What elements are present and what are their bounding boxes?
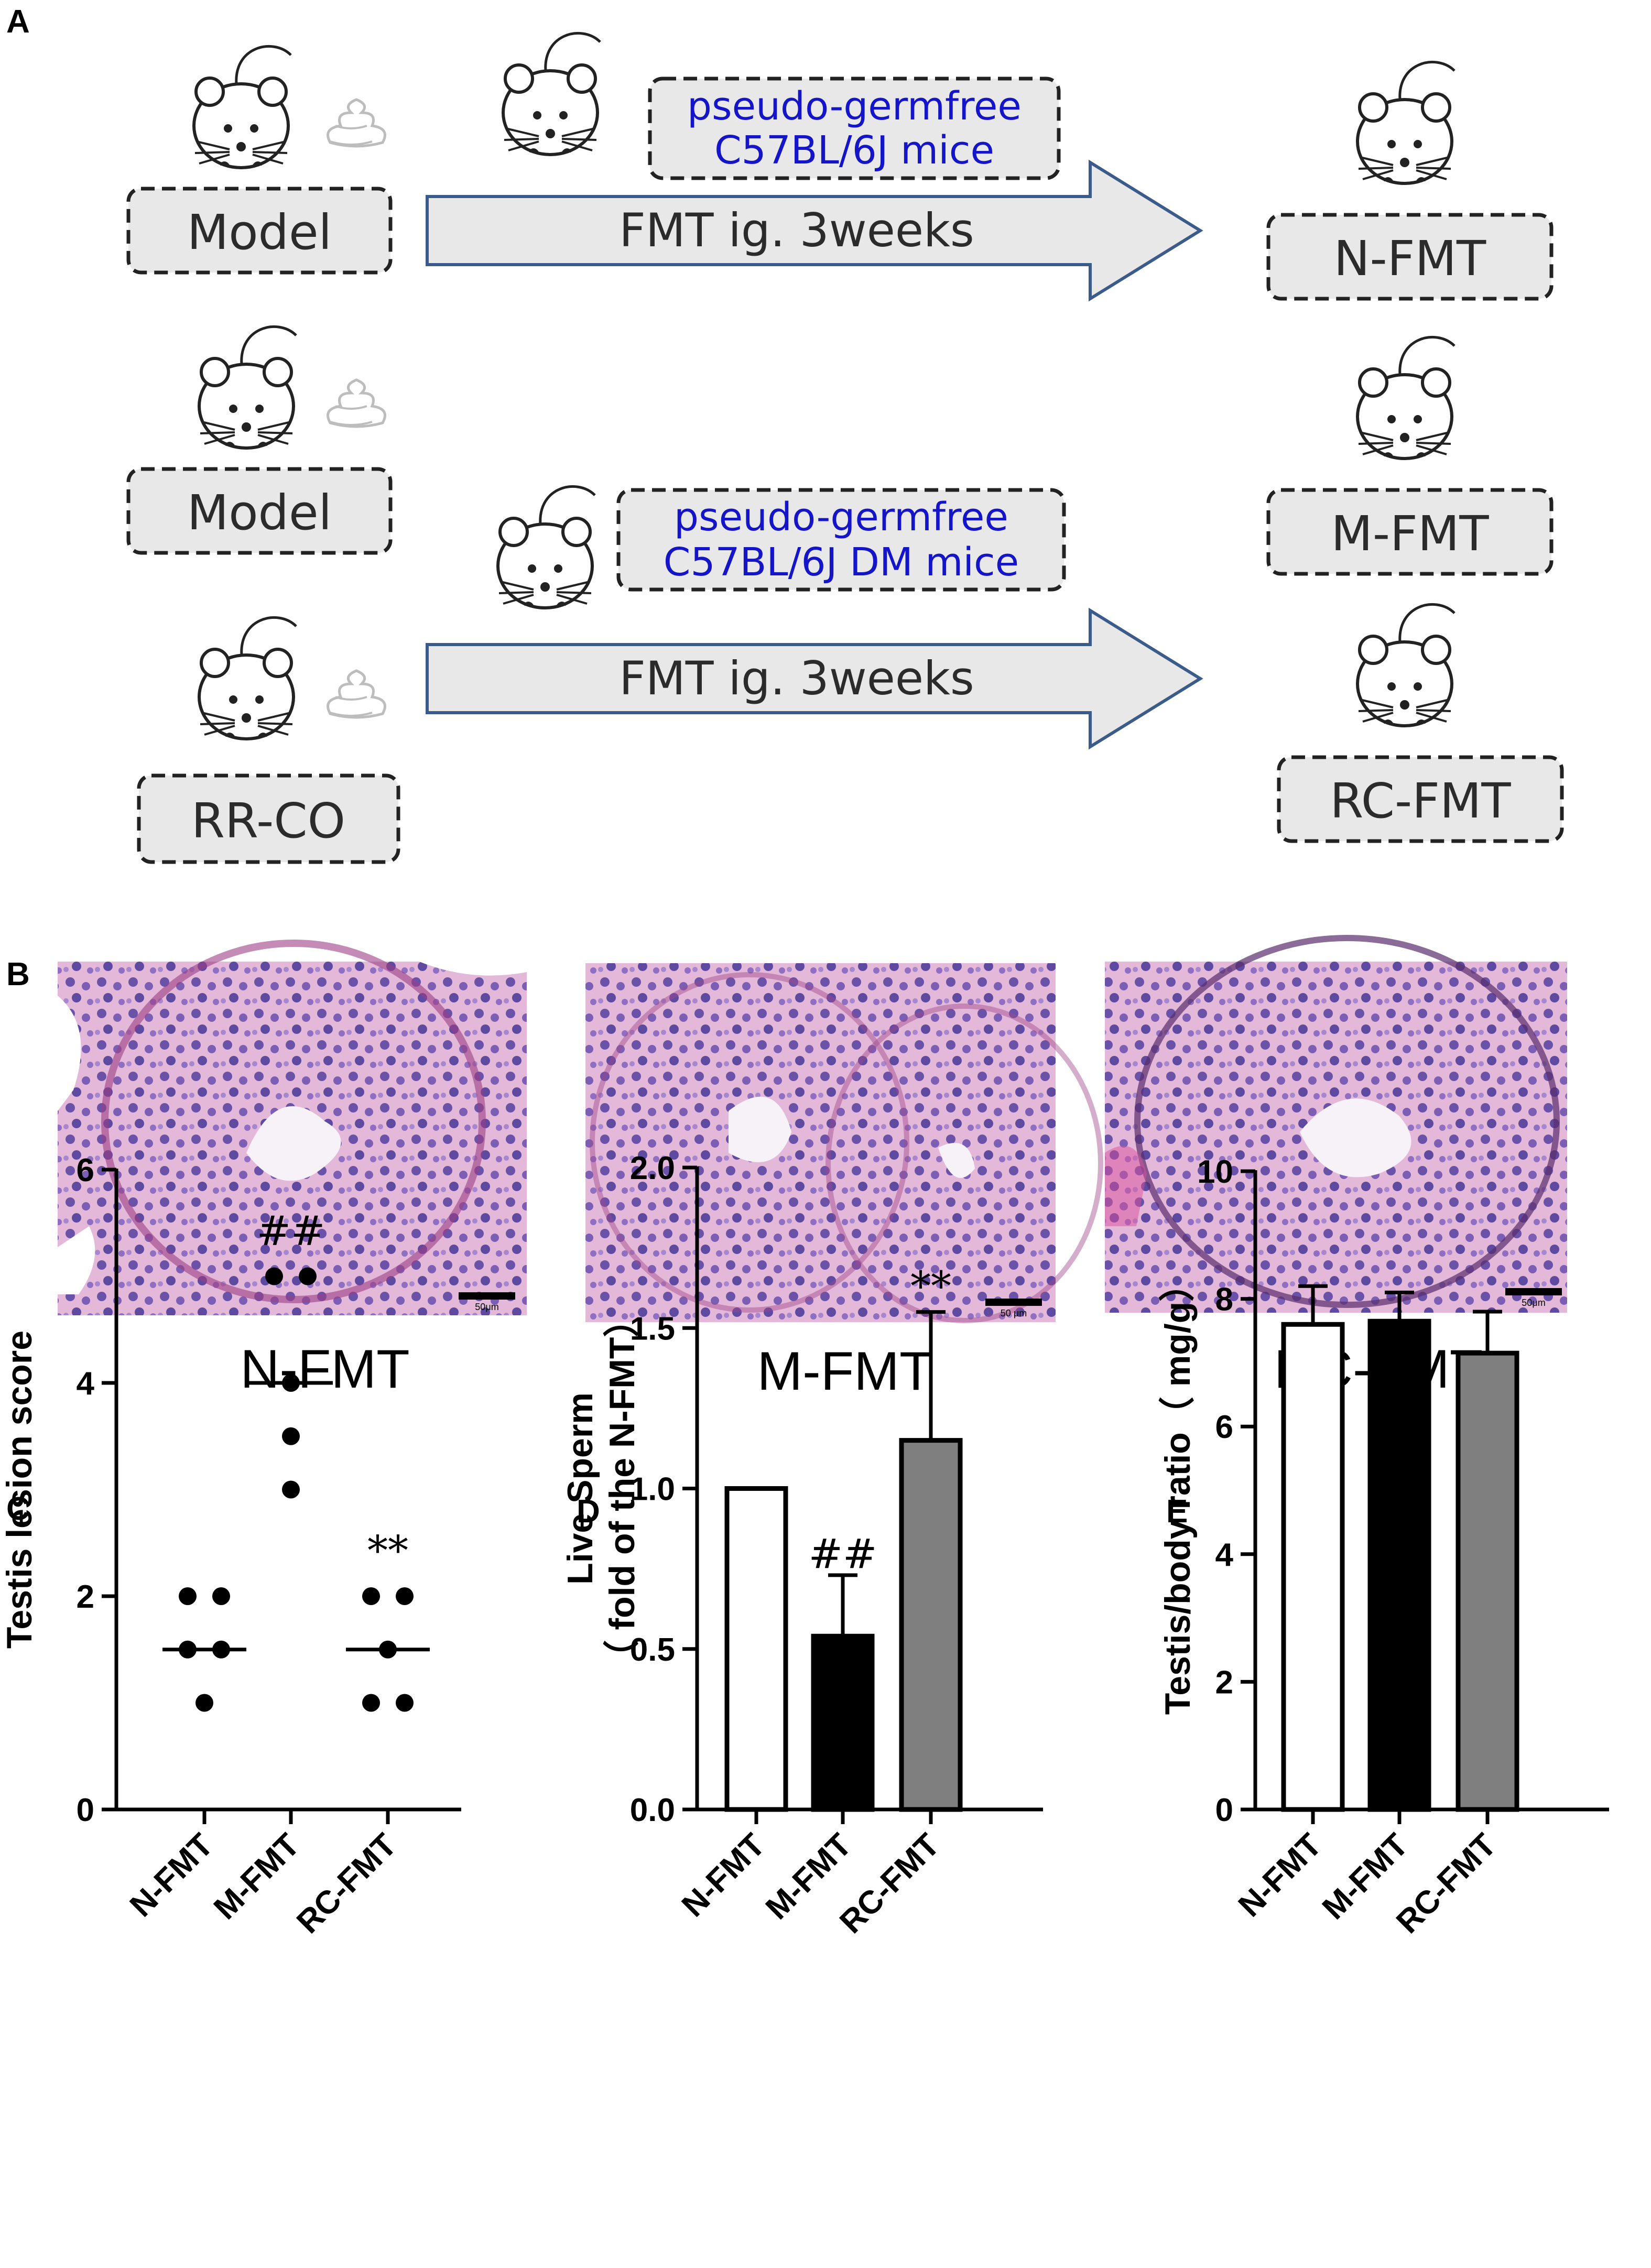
data-point <box>396 1694 414 1712</box>
x-tick-label: RC-FMT <box>1389 1827 1503 1940</box>
panel-a-label: A <box>6 4 30 40</box>
data-point <box>282 1480 300 1499</box>
data-point <box>282 1427 300 1445</box>
left-box-3: RR-CO <box>137 773 400 864</box>
feces-icon <box>328 380 385 427</box>
y-axis-label: （ fold of the N-FMT） <box>602 1302 642 1676</box>
fmt-mouse-icon <box>1357 62 1454 183</box>
recipient-mouse-icon <box>498 486 595 608</box>
y-tick-label: 1.5 <box>630 1311 675 1347</box>
x-tick-label: M-FMT <box>207 1827 307 1926</box>
scale-bar-label-rc-fmt: 50μm <box>1522 1297 1545 1308</box>
y-axis-label: Testis/body ratio（ mg/g） <box>1158 1266 1198 1715</box>
data-point <box>362 1587 380 1605</box>
y-tick-label: 4 <box>77 1366 95 1402</box>
right-box-1: N-FMT <box>1266 213 1554 301</box>
y-tick-label: 0.0 <box>630 1792 675 1828</box>
x-tick-label: RC-FMT <box>833 1827 947 1940</box>
histology-image-rc-fmt: 50μm <box>1105 935 1567 1313</box>
x-tick-label: RC-FMT <box>290 1827 404 1940</box>
data-point <box>396 1587 414 1605</box>
y-axis-label: Testis lesion score <box>0 1331 39 1649</box>
y-tick-label: 0 <box>77 1792 94 1828</box>
data-point <box>195 1694 213 1712</box>
data-point <box>179 1587 197 1605</box>
recipient-mouse-icon <box>503 33 600 155</box>
right-box-1-text: N-FMT <box>1334 231 1486 287</box>
panel-d-label: D <box>577 1493 600 1530</box>
recipient-box-1-line-2: C57BL/6J mice <box>714 128 994 173</box>
y-tick-label: 0 <box>1215 1792 1233 1828</box>
y-tick-label: 6 <box>1215 1409 1233 1445</box>
fmt-arrow-1-label: FMT ig. 3weeks <box>619 203 974 257</box>
right-box-2: M-FMT <box>1266 488 1554 576</box>
y-tick-label: 8 <box>1215 1282 1233 1318</box>
right-box-3: RC-FMT <box>1277 755 1564 843</box>
y-tick-label: 0.5 <box>630 1632 675 1668</box>
left-box-2-text: Model <box>187 485 332 541</box>
data-point <box>212 1587 230 1605</box>
data-point <box>362 1694 380 1712</box>
panel-b-label: B <box>6 956 30 993</box>
bar <box>1456 1350 1519 1812</box>
x-tick-label: N-FMT <box>123 1827 220 1924</box>
y-tick-label: 2.0 <box>630 1150 675 1186</box>
bar <box>1281 1322 1345 1812</box>
donor-mouse-icon <box>199 326 296 448</box>
significance-annotation: ## <box>809 1531 877 1578</box>
right-box-3-text: RC-FMT <box>1330 773 1511 829</box>
histology-caption-m-fmt: M-FMT <box>757 1341 933 1402</box>
donor-mouse-icon <box>194 46 291 168</box>
scale-bar-label-m-fmt: 50 μm <box>1001 1308 1027 1318</box>
scale-bar-label-n-fmt: 50μm <box>475 1302 498 1312</box>
y-tick-label: 10 <box>1197 1154 1233 1190</box>
data-point <box>265 1267 283 1285</box>
feces-icon <box>328 671 385 717</box>
panel-c-label: C <box>6 1491 30 1527</box>
donor-mouse-icon <box>199 617 296 739</box>
histology-image-m-fmt: 50 μm <box>585 963 1103 1323</box>
bar <box>724 1486 788 1812</box>
recipient-box-1-line-1: pseudo-germfree <box>687 84 1022 129</box>
y-tick-label: 2 <box>1215 1664 1233 1700</box>
data-point <box>299 1267 317 1285</box>
left-box-3-text: RR-CO <box>191 793 345 849</box>
left-box-2: Model <box>126 467 393 555</box>
panel-e-label: E <box>1166 1493 1188 1530</box>
recipient-box-1: pseudo-germfree C57BL/6J mice <box>648 77 1061 180</box>
fmt-arrow-2-label: FMT ig. 3weeks <box>619 651 974 705</box>
significance-annotation: ** <box>367 1528 408 1575</box>
y-tick-label: 2 <box>77 1579 94 1615</box>
x-tick-label: N-FMT <box>1232 1827 1329 1924</box>
bar <box>899 1438 963 1812</box>
bar <box>811 1633 875 1812</box>
y-tick-label: 6 <box>77 1152 94 1188</box>
fmt-mouse-icon <box>1357 604 1454 726</box>
significance-annotation: ** <box>910 1263 951 1311</box>
bar <box>1367 1318 1431 1812</box>
recipient-box-2: pseudo-germfree C57BL/6J DM mice <box>616 488 1066 592</box>
significance-annotation: ## <box>257 1208 325 1255</box>
histology-caption-n-fmt: N-FMT <box>240 1339 409 1400</box>
y-axis-label: Live Sperm <box>560 1392 600 1585</box>
y-tick-label: 1.0 <box>630 1471 675 1508</box>
recipient-box-2-line-2: C57BL/6J DM mice <box>664 540 1019 585</box>
fmt-arrow-1: FMT ig. 3weeks <box>426 159 1203 302</box>
left-box-1: Model <box>126 187 393 275</box>
left-box-1-text: Model <box>187 204 332 260</box>
right-box-2-text: M-FMT <box>1331 506 1489 562</box>
recipient-box-2-line-1: pseudo-germfree <box>674 495 1008 540</box>
x-tick-label: N-FMT <box>675 1827 772 1924</box>
y-tick-label: 4 <box>1215 1537 1234 1573</box>
feces-icon <box>328 100 385 146</box>
fmt-arrow-2: FMT ig. 3weeks <box>426 607 1203 750</box>
fmt-mouse-icon <box>1357 337 1454 459</box>
histology-image-n-fmt: 50μm <box>58 940 527 1315</box>
